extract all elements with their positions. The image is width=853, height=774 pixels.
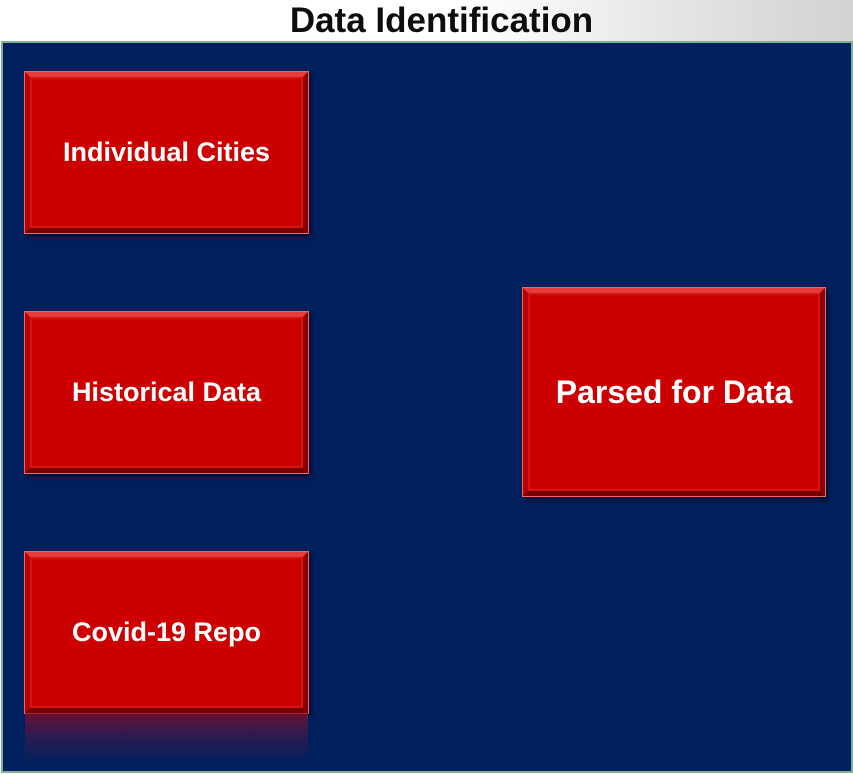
node-historical-data: Historical Data <box>24 311 309 474</box>
title-bar: Data Identification <box>0 0 853 42</box>
node-reflection <box>25 713 308 763</box>
node-historical-data-label: Historical Data <box>71 377 262 407</box>
node-individual-cities-label: Individual Cities <box>62 137 271 167</box>
node-parsed-for-data: Parsed for Data <box>522 287 826 497</box>
diagram-title: Data Identification <box>289 1 594 40</box>
node-parsed-for-data-label: Parsed for Data <box>555 373 793 410</box>
node-covid-repo: Covid-19 Repo <box>24 551 309 714</box>
node-individual-cities: Individual Cities <box>24 71 309 234</box>
node-covid-repo-label: Covid-19 Repo <box>71 617 262 647</box>
